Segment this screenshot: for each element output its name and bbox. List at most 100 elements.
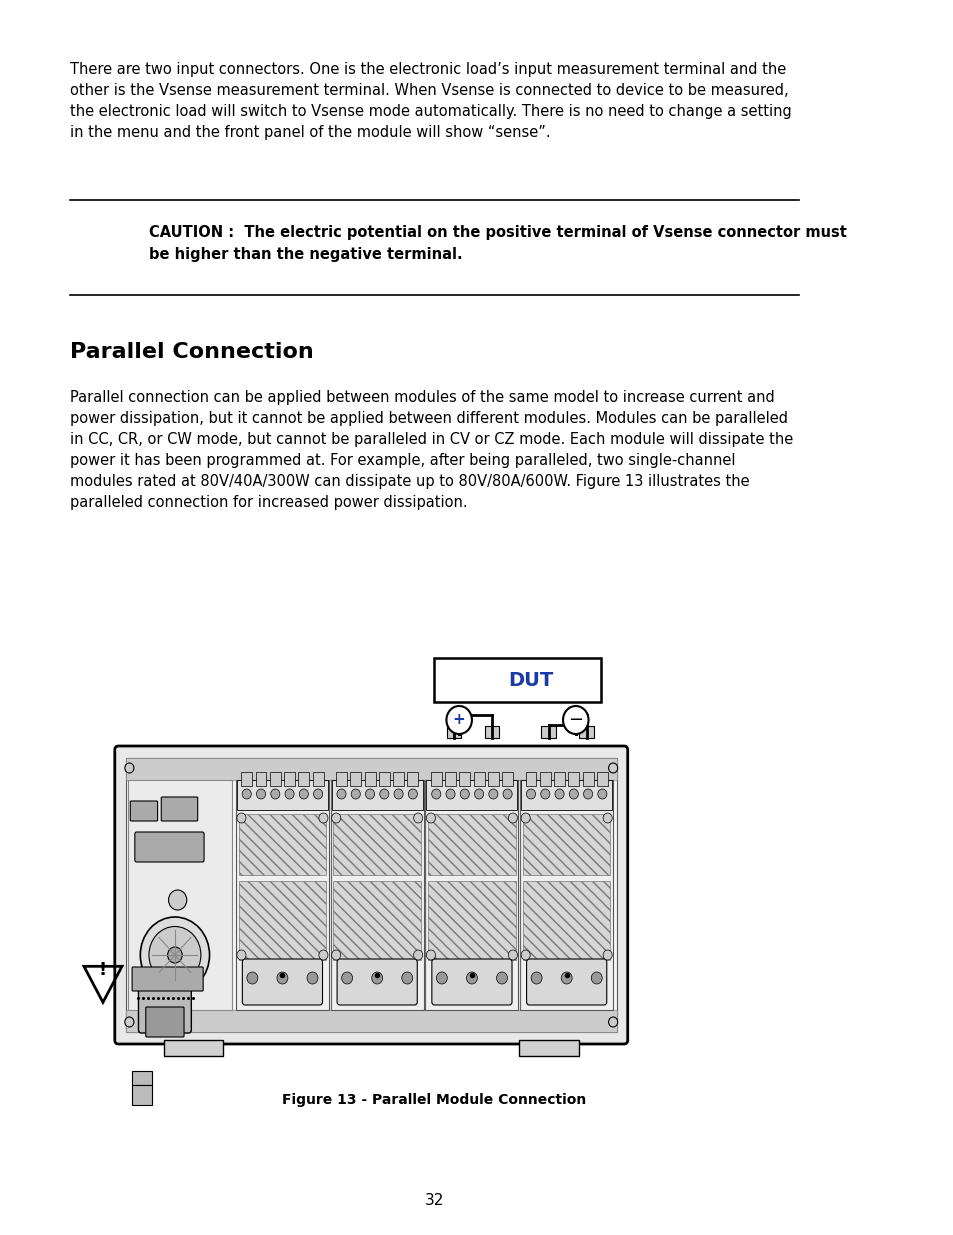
Bar: [446, 726, 460, 739]
Circle shape: [314, 789, 322, 799]
Bar: [126, 1010, 617, 1032]
Bar: [539, 772, 550, 785]
Circle shape: [125, 1016, 133, 1028]
Circle shape: [414, 813, 422, 823]
Circle shape: [520, 813, 530, 823]
Bar: [425, 781, 517, 1010]
Bar: [238, 814, 326, 876]
Bar: [238, 881, 326, 960]
Bar: [128, 781, 233, 1010]
Bar: [132, 1086, 152, 1105]
Bar: [522, 881, 610, 960]
FancyBboxPatch shape: [131, 802, 157, 821]
Bar: [431, 772, 441, 785]
Circle shape: [446, 706, 472, 734]
Bar: [270, 772, 280, 785]
Bar: [236, 781, 328, 810]
Bar: [126, 758, 617, 781]
Text: in the menu and the front panel of the module will show “sense”.: in the menu and the front panel of the m…: [71, 125, 550, 140]
Bar: [458, 772, 470, 785]
Bar: [520, 781, 612, 810]
Circle shape: [474, 789, 483, 799]
Text: Parallel Connection: Parallel Connection: [71, 342, 314, 362]
Circle shape: [332, 813, 340, 823]
Bar: [554, 772, 564, 785]
FancyBboxPatch shape: [138, 987, 192, 1032]
Circle shape: [598, 789, 606, 799]
Circle shape: [140, 918, 210, 993]
Text: Figure 13 - Parallel Module Connection: Figure 13 - Parallel Module Connection: [282, 1093, 586, 1107]
Circle shape: [318, 813, 328, 823]
Circle shape: [602, 950, 612, 960]
Text: in CC, CR, or CW mode, but cannot be paralleled in CV or CZ mode. Each module wi: in CC, CR, or CW mode, but cannot be par…: [71, 432, 793, 447]
FancyBboxPatch shape: [134, 832, 204, 862]
Circle shape: [466, 972, 476, 984]
Circle shape: [372, 972, 382, 984]
Circle shape: [488, 789, 497, 799]
Text: CAUTION :  The electric potential on the positive terminal of Vsense connector m: CAUTION : The electric potential on the …: [149, 225, 845, 240]
Circle shape: [351, 789, 360, 799]
Circle shape: [236, 950, 246, 960]
Circle shape: [555, 789, 563, 799]
Text: There are two input connectors. One is the electronic load’s input measurement t: There are two input connectors. One is t…: [71, 62, 785, 77]
FancyBboxPatch shape: [336, 960, 416, 1005]
Circle shape: [379, 789, 389, 799]
Bar: [284, 772, 294, 785]
Bar: [350, 772, 361, 785]
Text: −: −: [568, 711, 582, 729]
Text: !: !: [99, 961, 107, 979]
Bar: [428, 814, 516, 876]
Text: DUT: DUT: [508, 671, 553, 689]
Bar: [298, 772, 309, 785]
FancyBboxPatch shape: [242, 960, 322, 1005]
Circle shape: [341, 972, 353, 984]
Bar: [434, 658, 600, 701]
Circle shape: [318, 950, 328, 960]
Bar: [132, 1071, 152, 1086]
Circle shape: [508, 950, 517, 960]
Circle shape: [169, 890, 187, 910]
Bar: [540, 726, 556, 739]
Text: +: +: [453, 713, 465, 727]
Circle shape: [125, 763, 133, 773]
Circle shape: [307, 972, 317, 984]
Text: power dissipation, but it cannot be applied between different modules. Modules c: power dissipation, but it cannot be appl…: [71, 411, 787, 426]
Circle shape: [285, 789, 294, 799]
Circle shape: [394, 789, 403, 799]
FancyBboxPatch shape: [132, 967, 203, 990]
Circle shape: [299, 789, 308, 799]
Bar: [582, 772, 593, 785]
Bar: [164, 1040, 223, 1056]
Bar: [568, 772, 578, 785]
FancyBboxPatch shape: [526, 960, 606, 1005]
Text: power it has been programmed at. For example, after being paralleled, two single: power it has been programmed at. For exa…: [71, 453, 735, 468]
Circle shape: [332, 950, 340, 960]
Circle shape: [408, 789, 417, 799]
Bar: [393, 772, 404, 785]
Circle shape: [608, 1016, 617, 1028]
Bar: [578, 726, 593, 739]
Bar: [235, 781, 329, 1010]
Circle shape: [436, 972, 447, 984]
Circle shape: [247, 972, 257, 984]
Circle shape: [459, 789, 469, 799]
Bar: [426, 781, 517, 810]
Circle shape: [426, 813, 435, 823]
Circle shape: [508, 813, 517, 823]
Bar: [597, 772, 607, 785]
Circle shape: [531, 972, 541, 984]
Text: be higher than the negative terminal.: be higher than the negative terminal.: [149, 247, 461, 262]
Text: the electronic load will switch to Vsense mode automatically. There is no need t: the electronic load will switch to Vsens…: [71, 104, 791, 119]
Circle shape: [591, 972, 601, 984]
Bar: [518, 1040, 578, 1056]
Bar: [255, 772, 266, 785]
Circle shape: [168, 947, 182, 963]
Circle shape: [569, 789, 578, 799]
Bar: [313, 772, 323, 785]
Bar: [331, 781, 423, 1010]
Circle shape: [445, 789, 455, 799]
Bar: [378, 772, 390, 785]
Bar: [332, 781, 422, 810]
Circle shape: [271, 789, 279, 799]
Bar: [334, 814, 420, 876]
